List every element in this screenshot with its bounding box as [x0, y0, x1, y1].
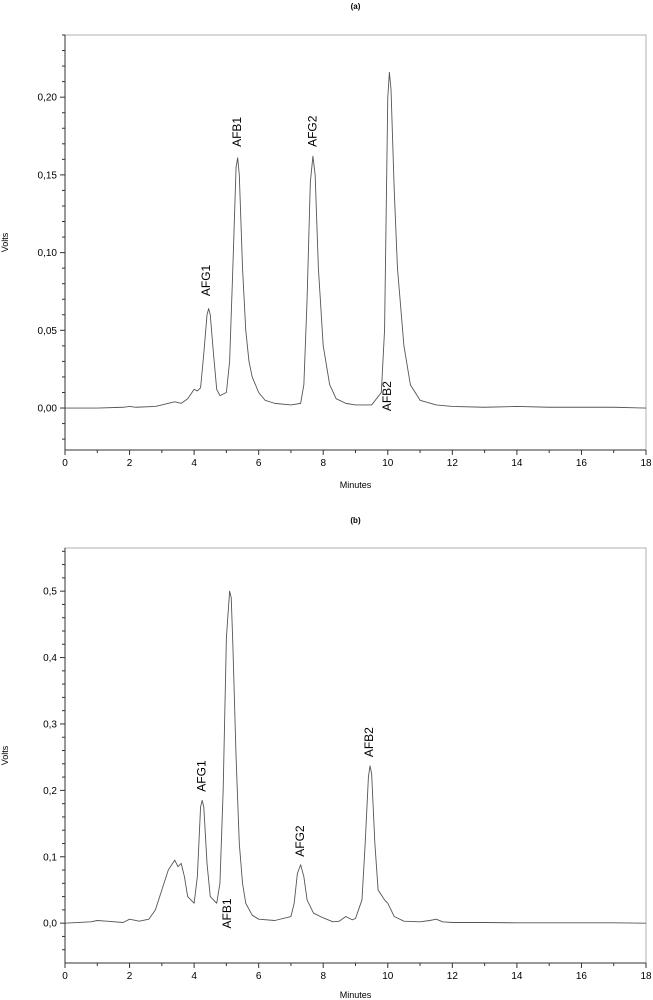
chromatogram-trace: [65, 71, 647, 409]
y-axis-title: Volts: [0, 232, 10, 252]
y-tick-label: 0,2: [43, 786, 57, 797]
x-tick-label: 12: [447, 458, 459, 469]
y-tick-label: 0,5: [43, 587, 57, 598]
y-axis-title: Volts: [0, 745, 10, 765]
y-tick-label: 0,20: [38, 93, 58, 104]
x-tick-label: 4: [191, 971, 197, 982]
x-tick-label: 6: [256, 971, 262, 982]
plot-frame: [64, 34, 647, 451]
peak-label-afg1: AFG1: [194, 760, 208, 792]
peak-label-afb2: AFB2: [362, 727, 376, 757]
y-tick-label: 0,0: [43, 919, 57, 930]
x-axis-title: Minutes: [340, 990, 372, 1000]
x-tick-label: 16: [576, 971, 588, 982]
y-tick-label: 0,00: [38, 404, 58, 415]
peak-label-afb1: AFB1: [220, 898, 234, 928]
plot-frame: [64, 547, 647, 964]
y-tick-label: 0,1: [43, 852, 57, 863]
x-tick-label: 8: [320, 458, 326, 469]
peak-label-afg1: AFG1: [199, 264, 213, 296]
x-tick-label: 14: [511, 971, 523, 982]
panel-label: (a): [351, 2, 361, 11]
y-tick-label: 0,10: [38, 248, 58, 259]
chromatogram-panel-a: (a) 0 2 4 6 8 10 12 14 16 18 0,00 0,05 0,10 0,15 0,20 Mi…: [0, 2, 652, 490]
chromatogram-trace: [64, 590, 647, 924]
y-tick-label: 0,05: [38, 326, 58, 337]
y-tick-label: 0,15: [38, 170, 58, 181]
panel-label: (b): [350, 516, 361, 525]
x-axis-title: Minutes: [340, 480, 372, 490]
chromatogram-panel-b: (b) 0 2 4 6 8 10 12 14 16 18 0,0 0,1 0,2 0,3 0,4 0,5 Minu…: [0, 516, 652, 1000]
peak-label-afg2: AFG2: [293, 825, 307, 857]
x-tick-label: 8: [320, 971, 326, 982]
y-tick-label: 0,3: [43, 719, 57, 730]
peak-label-afb1: AFB1: [230, 117, 244, 147]
x-tick-label: 14: [511, 458, 523, 469]
x-tick-label: 4: [191, 458, 197, 469]
x-tick-label: 0: [62, 971, 68, 982]
x-tick-label: 2: [127, 971, 133, 982]
peak-label-afb2: AFB2: [380, 381, 394, 411]
x-tick-label: 10: [382, 458, 394, 469]
x-tick-label: 18: [640, 458, 652, 469]
x-tick-label: 2: [127, 458, 133, 469]
x-tick-label: 12: [447, 971, 459, 982]
x-tick-label: 0: [62, 458, 68, 469]
peak-label-afg2: AFG2: [306, 115, 320, 147]
x-tick-label: 18: [640, 971, 652, 982]
x-tick-label: 10: [382, 971, 394, 982]
x-tick-label: 6: [256, 458, 262, 469]
y-tick-label: 0,4: [43, 653, 57, 664]
x-tick-label: 16: [576, 458, 588, 469]
